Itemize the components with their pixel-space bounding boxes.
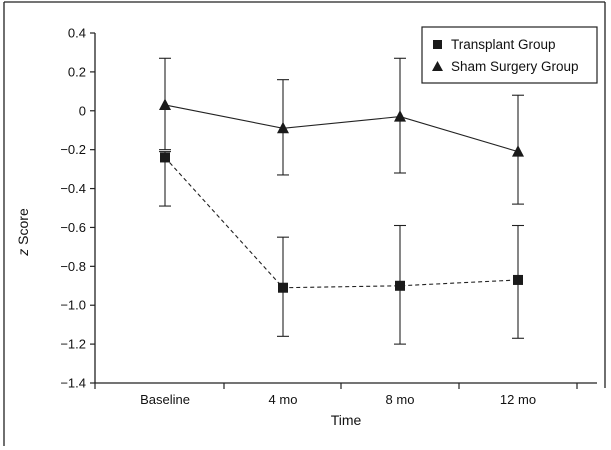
data-point-triangle — [159, 98, 171, 110]
y-axis-label: z Score — [15, 208, 31, 257]
y-tick-label: −0.6 — [60, 220, 86, 235]
y-axis-label-rest: Score — [15, 208, 31, 249]
data-point-square — [395, 280, 405, 291]
x-tick-label: Baseline — [140, 392, 190, 407]
x-axis-label: Time — [331, 412, 362, 428]
data-point-triangle — [277, 121, 289, 134]
legend-transplant-label: Transplant Group — [451, 37, 556, 52]
data-point-triangle — [394, 110, 406, 122]
legend: Transplant Group Sham Surgery Group — [421, 26, 598, 84]
y-tick-label: 0.2 — [68, 64, 86, 79]
series-line — [164, 104, 519, 153]
series-layer — [159, 57, 524, 345]
y-tick-label: 0 — [79, 103, 86, 118]
series-sham — [159, 57, 524, 205]
y-tick-label: −1.2 — [60, 337, 86, 352]
y-tick-label: −1.0 — [60, 298, 86, 313]
legend-sham-label: Sham Surgery Group — [451, 59, 579, 74]
data-point-square — [278, 282, 288, 293]
data-point-triangle — [512, 145, 524, 157]
legend-transplant-marker — [433, 40, 442, 49]
axes: 0.4 0.2 0 −0.2 −0.4 −0.6 −0.8 −1.0 −1.2 −1.4 Basel… — [60, 26, 597, 407]
data-point-square — [513, 274, 523, 285]
data-point-square — [160, 152, 170, 163]
x-tick-label: 8 mo — [386, 392, 415, 407]
legend-sham-marker — [432, 61, 443, 71]
x-tick-label: 4 mo — [269, 392, 298, 407]
series-transplant — [159, 151, 524, 345]
y-axis-label-italic: z — [15, 249, 31, 257]
y-tick-label: 0.4 — [68, 26, 86, 41]
y-tick-label: −0.4 — [60, 181, 86, 196]
x-tick-label: 12 mo — [500, 392, 536, 407]
y-tick-label: −0.2 — [60, 142, 86, 157]
series-line — [164, 157, 519, 289]
legend-box — [421, 26, 598, 84]
y-tick-label: −1.4 — [60, 376, 86, 391]
y-tick-label: −0.8 — [60, 259, 86, 274]
